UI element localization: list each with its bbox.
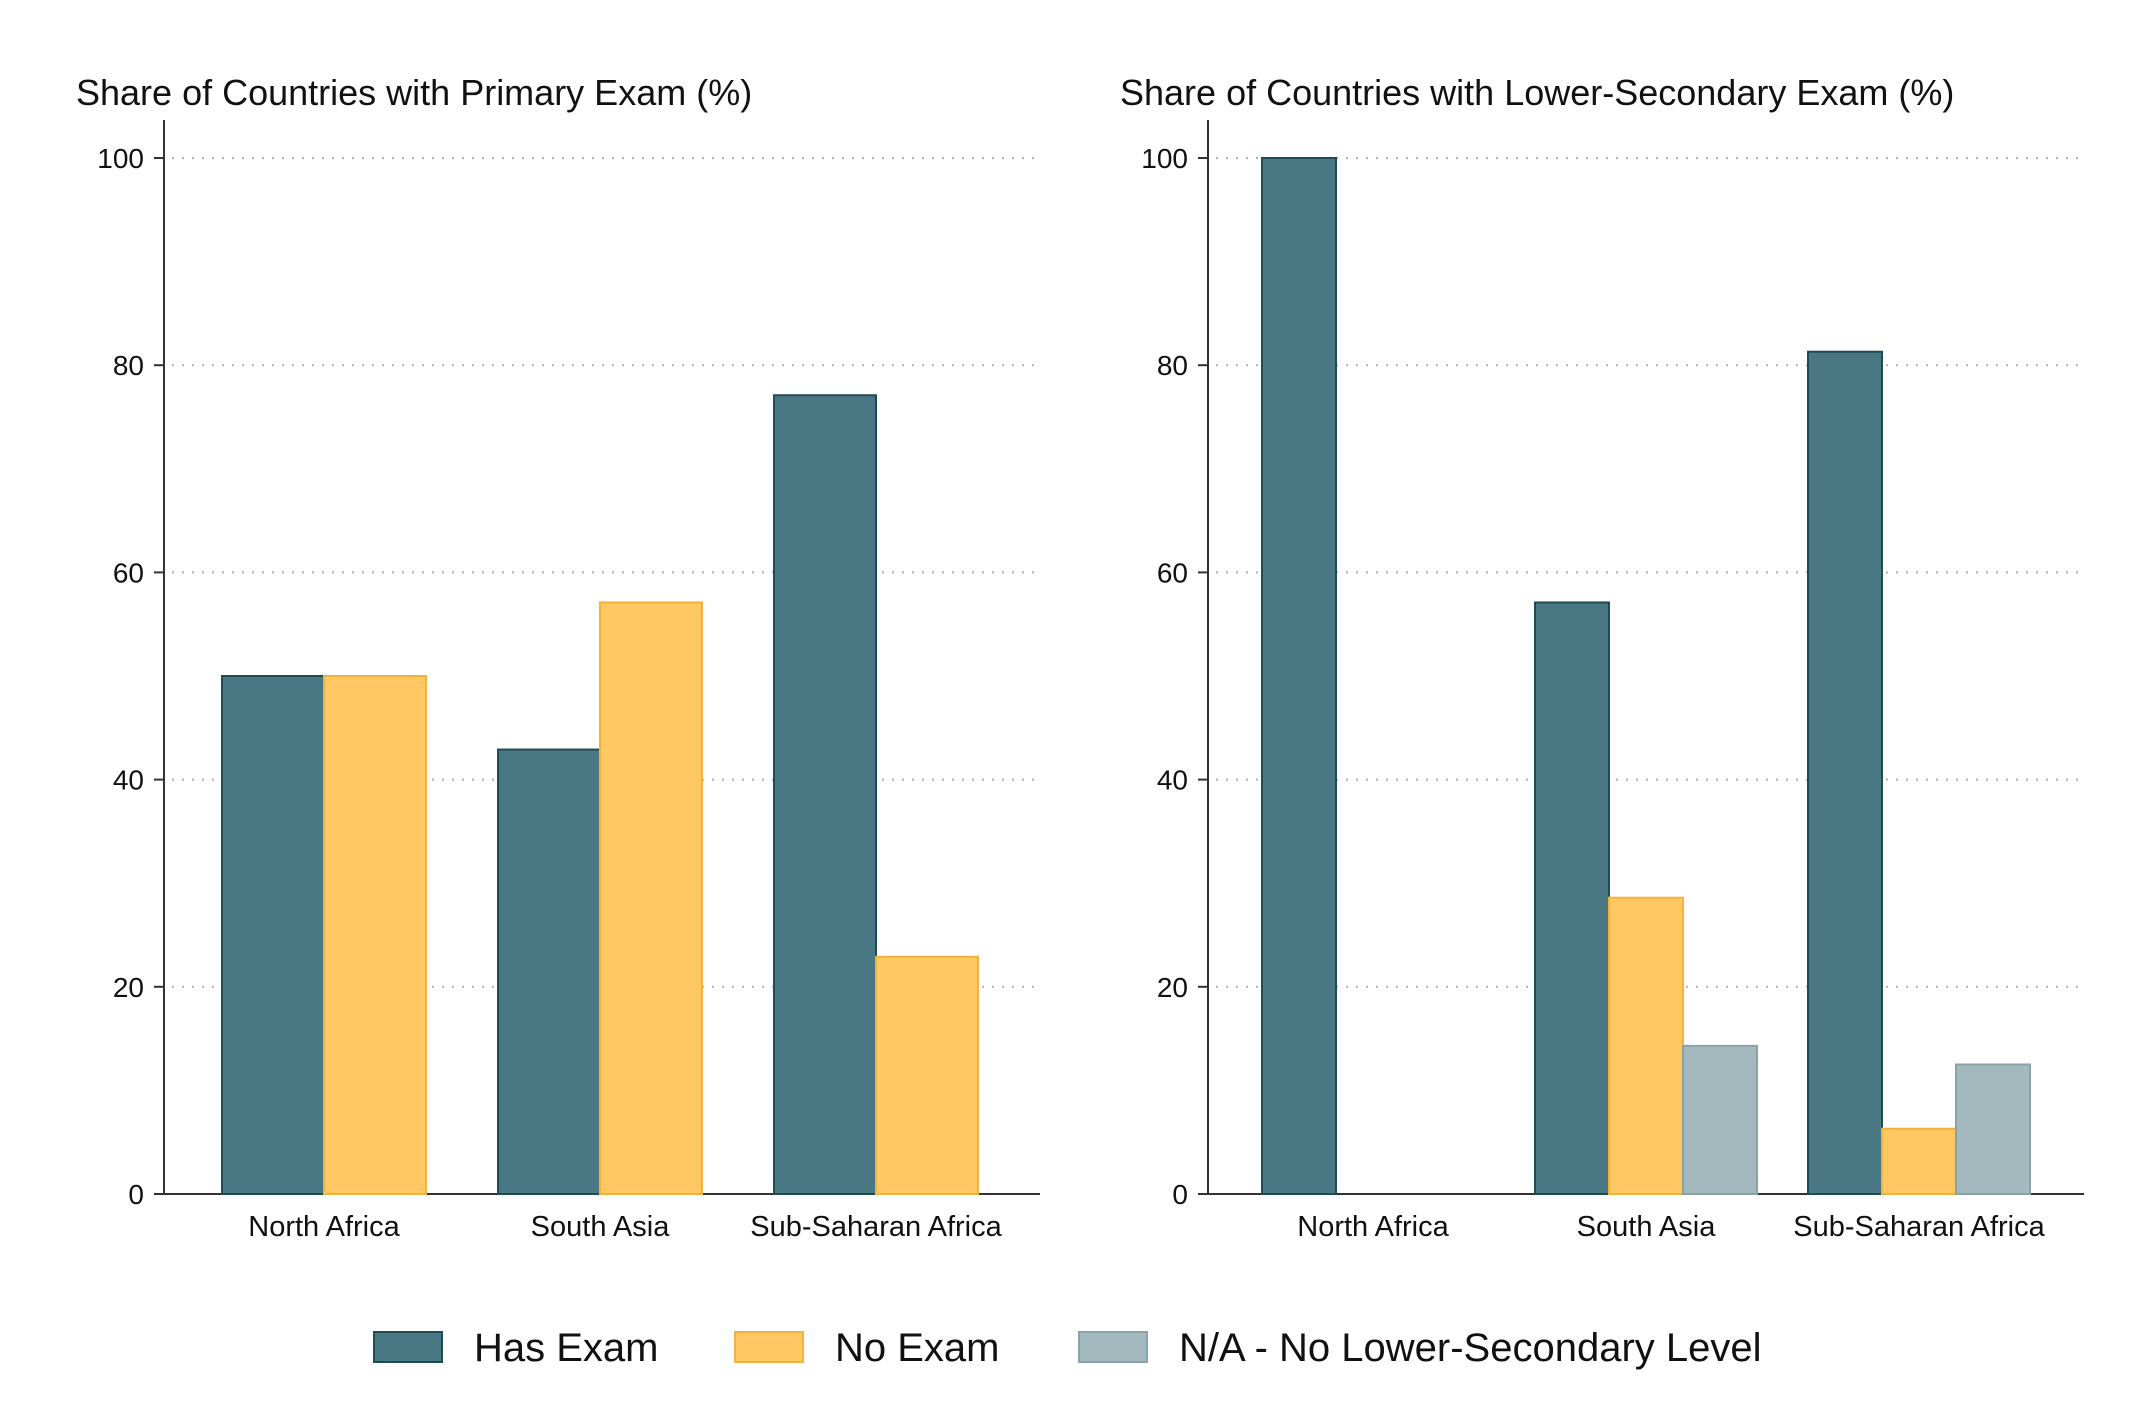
chart1-category-label: North Africa [248,1211,400,1243]
chart2-bar-no-exam-south-asia [1608,896,1684,1195]
chart2-bar-has-exam-south-asia [1534,601,1610,1195]
chart2-ytick-label: 100 [1141,143,1188,174]
lower-secondary-exam-panel: Share of Countries with Lower-Secondary … [1120,72,2084,1243]
chart1-bar-has-exam-south-asia [497,748,601,1196]
chart2-category-label: South Asia [1577,1211,1717,1243]
chart1-ytick-label: 20 [113,972,144,1003]
chart2-ytick-label: 0 [1172,1179,1188,1210]
chart1-bar-has-exam-north-africa [221,675,325,1195]
chart1-ytick-label: 100 [97,143,144,174]
chart1-bar-no-exam-south-asia [599,601,703,1195]
chart1-category-label: South Asia [531,1211,671,1243]
chart2-bar-has-exam-sub-saharan-africa [1807,350,1883,1195]
legend-label-n-a-no-lower-secondary-level: N/A - No Lower-Secondary Level [1179,1326,1762,1370]
chart2-bar-n-a-no-lower-secondary-level-sub-saharan-africa [1955,1063,2031,1195]
chart2-ytick-label: 60 [1157,557,1188,588]
chart1-category-label: Sub-Saharan Africa [750,1211,1002,1243]
chart2-bar-no-exam-sub-saharan-africa [1881,1127,1957,1196]
chart1-ytick-label: 80 [113,350,144,381]
chart2-bar-n-a-no-lower-secondary-level-south-asia [1682,1044,1758,1196]
legend-label-has-exam: Has Exam [474,1326,659,1370]
chart1-bar-no-exam-sub-saharan-africa [875,955,979,1195]
legend-label-no-exam: No Exam [835,1326,1000,1370]
chart2-bar-has-exam-north-africa [1261,157,1337,1195]
chart1-bar-no-exam-north-africa [323,675,427,1195]
legend-swatch-no-exam [734,1331,804,1363]
primary-exam-title: Share of Countries with Primary Exam (%) [76,72,752,113]
chart2-ytick-label: 20 [1157,972,1188,1003]
chart2-ytick-label: 80 [1157,350,1188,381]
chart2-ytick-label: 40 [1157,765,1188,796]
chart1-ytick-label: 40 [113,765,144,796]
legend: Has Exam No Exam N/A - No Lower-Secondary … [373,1326,1762,1370]
legend-swatch-n-a-no-lower-secondary-level [1078,1331,1148,1363]
primary-exam-panel: Share of Countries with Primary Exam (%)… [76,72,1040,1243]
chart2-category-label: North Africa [1297,1211,1449,1243]
chart1-ytick-label: 60 [113,557,144,588]
chart1-ytick-label: 0 [128,1179,144,1210]
legend-swatch-has-exam [373,1331,443,1363]
chart2-category-label: Sub-Saharan Africa [1793,1211,2045,1243]
chart1-bar-has-exam-sub-saharan-africa [773,394,877,1195]
lower-secondary-exam-title: Share of Countries with Lower-Secondary … [1120,72,1954,113]
